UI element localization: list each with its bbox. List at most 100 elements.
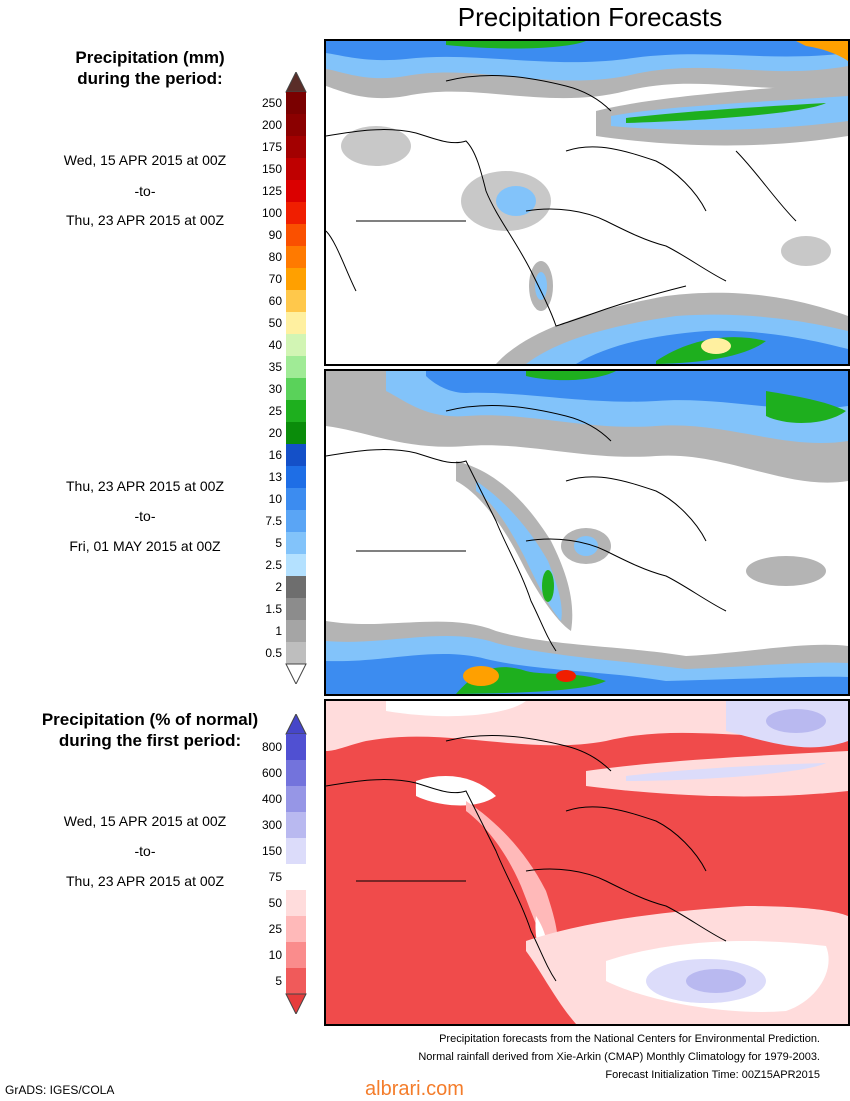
precip-mm-colorbar-label: 2.5 — [265, 558, 282, 572]
precip-mm-colorbar-label: 7.5 — [265, 514, 282, 528]
precip-mm-colorbar-swatch — [286, 444, 306, 466]
precip-mm-colorbar-swatch — [286, 136, 306, 158]
precip-pct-colorbar-label: 300 — [261, 818, 282, 832]
precip-pct-colorbar-swatch — [286, 812, 306, 838]
precip-pct-colorbar-label: 800 — [261, 740, 282, 754]
period-c-sep: -to- — [134, 843, 156, 859]
precip-pct-colorbar-label: 400 — [261, 792, 282, 806]
precip-mm-colorbar-swatch — [286, 378, 306, 400]
precip-pct-title-line2: during the first period: — [58, 731, 242, 750]
footer-line2: Normal rainfall derived from Xie-Arkin (… — [418, 1051, 820, 1063]
precip-mm-colorbar-swatch — [286, 114, 306, 136]
precip-mm-colorbar-swatch — [286, 158, 306, 180]
precip-mm-colorbar-top-arrow — [285, 72, 307, 93]
precip-pct-colorbar: 800 600 400 300 150 75 50 25 10 5 — [250, 714, 330, 1016]
precip-mm-colorbar-label: 1.5 — [265, 602, 282, 616]
precip-mm-colorbar-label: 40 — [268, 338, 282, 352]
precip-mm-colorbar-swatch — [286, 576, 306, 598]
watermark: albrari.com — [365, 1078, 464, 1100]
precip-mm-colorbar-label: 125 — [261, 184, 282, 198]
precip-mm-colorbar-label: 50 — [268, 316, 282, 330]
precip-mm-colorbar-label: 20 — [268, 426, 282, 440]
precip-pct-colorbar-swatch — [286, 838, 306, 864]
precip-mm-colorbar-swatch — [286, 356, 306, 378]
page-title: Precipitation Forecasts — [457, 2, 723, 32]
period-a-start: Wed, 15 APR 2015 at 00Z — [63, 152, 227, 168]
precip-mm-colorbar-swatch — [286, 202, 306, 224]
precip-mm-colorbar-swatch — [286, 598, 306, 620]
precip-mm-colorbar-label: 175 — [261, 140, 282, 154]
precip-mm-title: Precipitation (mm) during the period: — [40, 47, 260, 89]
precip-mm-colorbar-swatch — [286, 620, 306, 642]
precip-mm-colorbar-label: 2 — [275, 580, 282, 594]
precip-mm-colorbar-swatch — [286, 312, 306, 334]
period-b-start: Thu, 23 APR 2015 at 00Z — [66, 478, 224, 494]
precip-mm-colorbar-label: 90 — [268, 228, 282, 242]
precip-mm-colorbar-swatch — [286, 488, 306, 510]
precip-pct-colorbar-label: 150 — [261, 844, 282, 858]
precip-pct-colorbar-label: 10 — [268, 948, 282, 962]
precip-mm-title-line2: during the period: — [77, 69, 223, 88]
precip-mm-colorbar-swatch — [286, 180, 306, 202]
precip-mm-colorbar-swatch — [286, 510, 306, 532]
precip-mm-colorbar-swatch — [286, 334, 306, 356]
period-a-end: Thu, 23 APR 2015 at 00Z — [66, 212, 224, 228]
precip-pct-colorbar-bottom-arrow — [285, 993, 307, 1014]
precip-pct-colorbar-label: 600 — [261, 766, 282, 780]
precip-map-period-a — [324, 39, 850, 366]
precip-mm-colorbar-label: 60 — [268, 294, 282, 308]
precip-mm-colorbar-label: 150 — [261, 162, 282, 176]
precip-pct-colorbar-swatch — [286, 734, 306, 760]
precip-mm-colorbar-label: 70 — [268, 272, 282, 286]
precip-mm-colorbar-swatch — [286, 290, 306, 312]
precip-pct-colorbar-swatch — [286, 916, 306, 942]
precip-pct-colorbar-swatch — [286, 968, 306, 994]
footer-line1: Precipitation forecasts from the Nationa… — [439, 1033, 820, 1045]
period-c-start: Wed, 15 APR 2015 at 00Z — [63, 813, 227, 829]
precip-pct-colorbar-swatch — [286, 760, 306, 786]
precip-pct-colorbar-swatch — [286, 890, 306, 916]
precip-pct-colorbar-top-arrow — [285, 714, 307, 735]
precip-mm-title-line1: Precipitation (mm) — [75, 48, 225, 67]
precip-mm-colorbar-swatch — [286, 642, 306, 664]
precip-mm-colorbar-svg — [285, 72, 307, 684]
precip-pct-colorbar-swatch — [286, 864, 306, 890]
precip-mm-colorbar-label: 35 — [268, 360, 282, 374]
precip-mm-colorbar-swatch — [286, 400, 306, 422]
precip-mm-colorbar-label: 16 — [268, 448, 282, 462]
precip-map-period-b — [324, 369, 850, 696]
precip-pct-colorbar-swatch — [286, 786, 306, 812]
precip-mm-colorbar-swatch — [286, 532, 306, 554]
precip-pct-colorbar-svg — [285, 714, 307, 1014]
precip-mm-colorbar-label: 200 — [261, 118, 282, 132]
precip-mm-colorbar: 250 200 175 150 125 100 90 80 70 60 50 40 35 30 25 20 16… — [250, 72, 330, 684]
grads-credit: GrADS: IGES/COLA — [5, 1083, 115, 1097]
precip-mm-colorbar-swatch — [286, 268, 306, 290]
precip-mm-colorbar-swatch — [286, 246, 306, 268]
period-c-end: Thu, 23 APR 2015 at 00Z — [66, 873, 224, 889]
period-b-sep: -to- — [134, 508, 156, 524]
precip-mm-colorbar-label: 0.5 — [265, 646, 282, 660]
precip-mm-colorbar-label: 5 — [275, 536, 282, 550]
precip-mm-colorbar-label: 100 — [261, 206, 282, 220]
precip-pct-map — [324, 699, 850, 1026]
precip-pct-colorbar-label: 25 — [268, 922, 282, 936]
precip-pct-colorbar-label: 75 — [268, 870, 282, 884]
period-b-end: Fri, 01 MAY 2015 at 00Z — [69, 538, 221, 554]
precip-mm-colorbar-label: 10 — [268, 492, 282, 506]
precip-mm-colorbar-bottom-arrow — [285, 663, 307, 684]
precip-pct-colorbar-label: 50 — [268, 896, 282, 910]
precip-mm-colorbar-swatch — [286, 422, 306, 444]
precip-pct-colorbar-swatch — [286, 942, 306, 968]
period-a-sep: -to- — [134, 183, 156, 199]
precip-mm-colorbar-swatch — [286, 466, 306, 488]
precip-mm-colorbar-label: 80 — [268, 250, 282, 264]
precip-mm-colorbar-swatch — [286, 554, 306, 576]
precip-mm-colorbar-label: 30 — [268, 382, 282, 396]
precip-pct-colorbar-label: 5 — [275, 974, 282, 988]
precip-mm-colorbar-swatch — [286, 92, 306, 114]
precip-pct-title-line1: Precipitation (% of normal) — [41, 710, 259, 729]
footer-line3: Forecast Initialization Time: 00Z15APR20… — [605, 1069, 820, 1081]
precip-pct-title: Precipitation (% of normal) during the f… — [30, 709, 270, 751]
precip-mm-colorbar-label: 25 — [268, 404, 282, 418]
